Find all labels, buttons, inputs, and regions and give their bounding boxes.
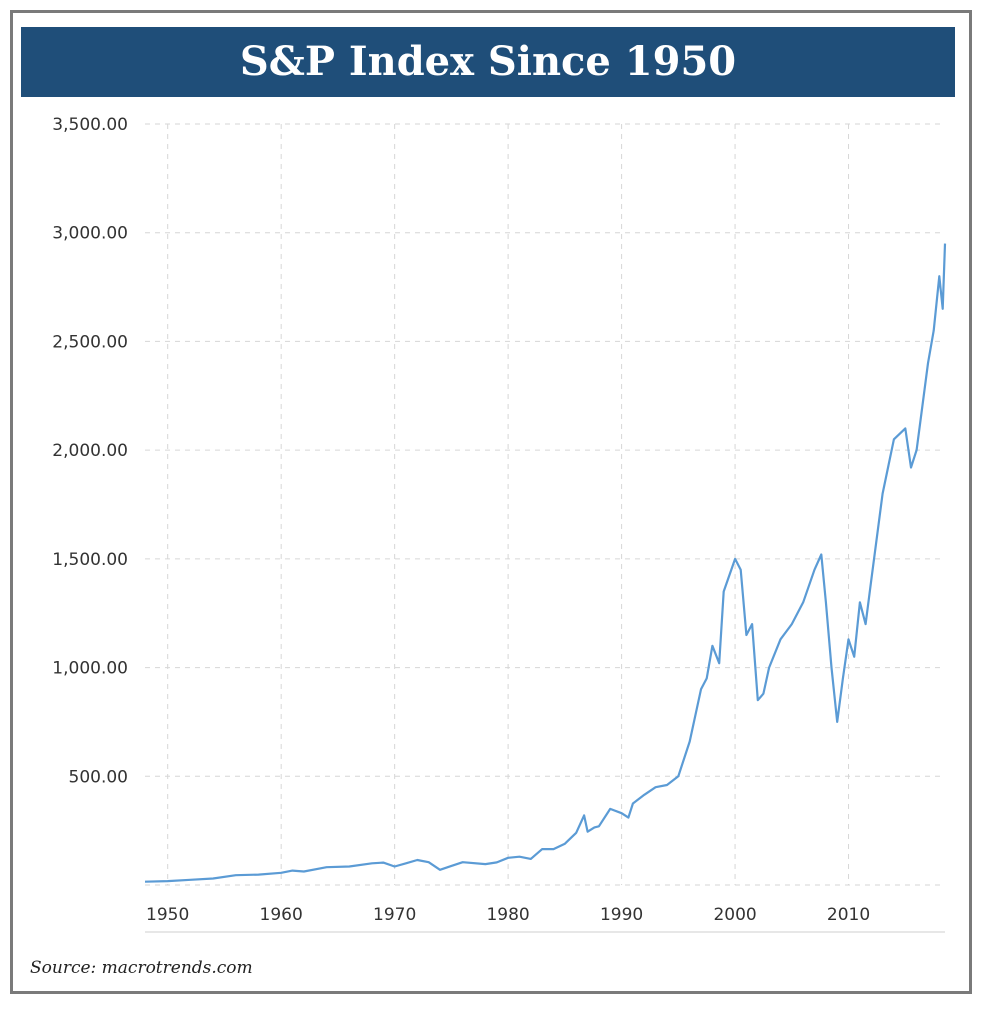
x-tick-label: 1950 [146,905,189,925]
y-tick-label: 1,000.00 [52,659,128,679]
y-tick-label: 3,000.00 [52,224,128,244]
y-tick-label: 1,500.00 [52,550,128,570]
x-tick-label: 1960 [260,905,303,925]
chart-title: S&P Index Since 1950 [21,27,955,97]
x-tick-label: 1990 [600,905,643,925]
axis-layer: 500.00 1,000.00 1,500.00 2,000.00 2,500.00 3,… [52,115,945,933]
x-tick-label: 2010 [827,905,870,925]
y-tick-label: 500.00 [69,767,128,787]
grid-layer [145,123,945,886]
source-note: Source: macrotrends.com [30,958,253,978]
y-tick-label: 2,000.00 [52,441,128,461]
x-tick-label: 1970 [373,905,416,925]
x-tick-label: 1980 [486,905,529,925]
x-tick-label: 2000 [713,905,756,925]
series-layer [144,243,947,883]
chart-frame [10,10,972,994]
series-line [144,243,947,883]
y-tick-label: 2,500.00 [52,332,128,352]
y-tick-label: 3,500.00 [52,115,128,135]
